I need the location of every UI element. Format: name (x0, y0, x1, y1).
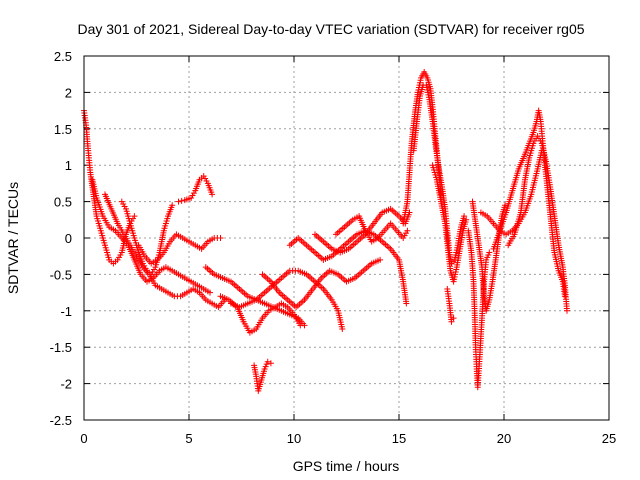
data-point (131, 213, 138, 220)
series-arc-r (444, 285, 457, 325)
data-point (297, 322, 304, 329)
data-point (461, 213, 468, 220)
data-point (377, 256, 384, 263)
y-tick-label: -2 (60, 377, 72, 392)
data-point (403, 300, 410, 307)
y-tick-label: 2 (65, 85, 72, 100)
series-arc-i (228, 267, 346, 332)
series-arc-o (400, 69, 444, 227)
x-tick-label: 5 (185, 431, 192, 446)
series-arc-d (118, 198, 176, 278)
data-point (175, 198, 182, 205)
series-arc-l (286, 227, 410, 307)
data-point (339, 326, 346, 332)
data-points (81, 69, 570, 394)
data-point (267, 360, 274, 367)
series-arc-f (175, 173, 216, 205)
data-point (448, 318, 455, 325)
plot-frame (83, 55, 610, 421)
data-point (264, 358, 271, 365)
x-tick-label: 20 (497, 431, 511, 446)
chart-title: Day 301 of 2021, Sidereal Day-to-day VTE… (77, 21, 584, 37)
y-tick-label: -1.5 (50, 340, 72, 355)
x-tick-label: 0 (80, 431, 87, 446)
data-point (564, 307, 570, 314)
data-point (404, 227, 411, 234)
y-axis-label: SDTVAR / TECUs (5, 182, 21, 294)
y-tick-label: 2.5 (54, 49, 72, 64)
data-point (217, 235, 224, 241)
series-arc-q (429, 162, 470, 285)
data-point (209, 191, 216, 198)
series-arc-w (505, 133, 570, 314)
y-tick-label: 0 (65, 231, 72, 246)
data-point (486, 249, 493, 256)
x-axis-label: GPS time / hours (293, 458, 400, 474)
data-point (207, 289, 213, 296)
x-tick-label: 15 (392, 431, 406, 446)
data-point (463, 216, 470, 223)
data-point (169, 202, 176, 209)
y-tick-label: 1.5 (54, 122, 72, 137)
series-arc-e (135, 231, 224, 267)
y-tick-label: 0.5 (54, 195, 72, 210)
series-arc-k (259, 256, 384, 311)
series-arc-n (333, 213, 411, 245)
grid-lines (84, 56, 609, 420)
x-tick-label: 10 (287, 431, 301, 446)
y-tick-label: -1 (60, 304, 72, 319)
y-tick-label: -2.5 (50, 413, 72, 428)
y-tick-label: -0.5 (50, 267, 72, 282)
y-tick-labels: -2.5 -2 -1.5 -1 -0.5 0 0.5 1 1.5 2 2.5 (50, 49, 72, 428)
series-arc-v (490, 107, 568, 300)
data-point (178, 197, 185, 204)
x-tick-labels: 0 5 10 15 20 25 (80, 431, 616, 446)
series-arc-j (251, 358, 274, 394)
x-tick-label: 25 (602, 431, 616, 446)
y-tick-label: 1 (65, 158, 72, 173)
data-point (450, 315, 457, 322)
